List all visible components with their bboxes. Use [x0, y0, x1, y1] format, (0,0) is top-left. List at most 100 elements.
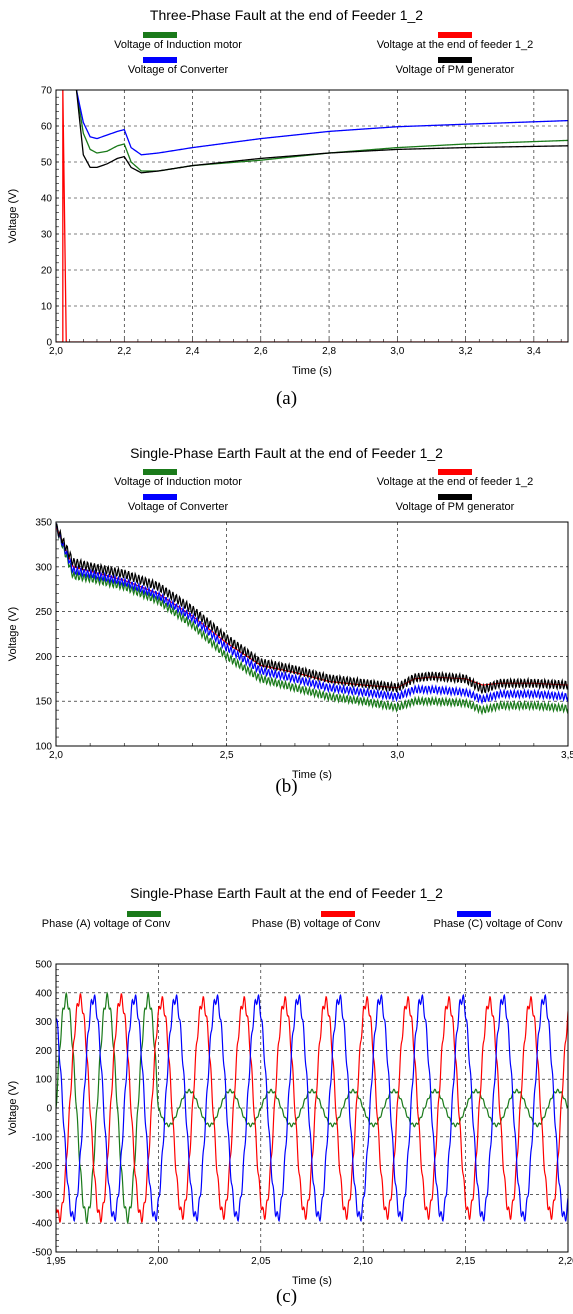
- x-tick-label: 3,2: [459, 346, 473, 357]
- x-tick-label: 2,20: [558, 1256, 573, 1267]
- legend-entry: Phase (A) voltage of Conv: [42, 918, 171, 930]
- legend-swatch: [457, 911, 491, 917]
- plot-frame: [55, 963, 569, 1253]
- legend-entry: Voltage of Converter: [128, 64, 229, 76]
- x-tick-label: 2,15: [456, 1256, 476, 1267]
- y-tick-label: 150: [35, 697, 52, 708]
- legend-swatch: [143, 57, 177, 63]
- y-tick-label: 100: [35, 742, 52, 753]
- panel-a: Three-Phase Fault at the end of Feeder 1…: [0, 0, 573, 440]
- x-tick-label: 2,05: [251, 1256, 271, 1267]
- legend-swatch: [438, 57, 472, 63]
- series-line: [56, 993, 568, 1223]
- legend-swatch: [143, 494, 177, 500]
- legend-swatch: [321, 911, 355, 917]
- chart-b: Single-Phase Earth Fault at the end of F…: [7, 445, 573, 797]
- series-line: [56, 523, 568, 716]
- y-tick-label: -100: [32, 1132, 52, 1143]
- series-line: [56, 522, 568, 705]
- panel-b: Single-Phase Earth Fault at the end of F…: [0, 440, 573, 880]
- figure-caption: (b): [275, 776, 297, 797]
- plot-area: [56, 522, 568, 716]
- y-tick-label: 350: [35, 518, 52, 529]
- legend-entry: Voltage at the end of feeder 1_2: [377, 476, 534, 488]
- y-tick-label: 300: [35, 562, 52, 573]
- series-line: [56, 991, 568, 1225]
- legend-swatch: [127, 911, 161, 917]
- y-tick-label: 300: [35, 1017, 52, 1028]
- plot-area: [56, 90, 568, 342]
- y-tick-label: 10: [41, 302, 53, 313]
- y-tick-label: 40: [41, 194, 53, 205]
- figure-caption: (c): [276, 1286, 297, 1307]
- legend-entry: Voltage at the end of feeder 1_2: [377, 39, 534, 51]
- legend-swatch: [438, 494, 472, 500]
- legend-swatch: [438, 469, 472, 475]
- grid: [56, 522, 568, 746]
- x-axis-label: Time (s): [292, 1275, 332, 1287]
- x-tick-label: 2,00: [149, 1256, 169, 1267]
- grid: [56, 90, 568, 342]
- y-tick-label: 50: [41, 158, 53, 169]
- x-tick-label: 1,95: [46, 1256, 66, 1267]
- y-tick-label: 20: [41, 266, 53, 277]
- chart-title: Single-Phase Earth Fault at the end of F…: [130, 445, 443, 461]
- x-tick-label: 2,0: [49, 346, 63, 357]
- y-axis-label: Voltage (V): [7, 1081, 19, 1135]
- x-axis-label: Time (s): [292, 365, 332, 377]
- y-axis-label: Voltage (V): [7, 607, 19, 661]
- chart-title: Three-Phase Fault at the end of Feeder 1…: [150, 7, 423, 23]
- x-tick-label: 3,0: [390, 750, 404, 761]
- plot-frame: [55, 521, 569, 747]
- plot-area: [56, 991, 568, 1225]
- y-tick-label: -500: [32, 1248, 52, 1259]
- chart-c: Single-Phase Earth Fault at the end of F…: [7, 885, 573, 1307]
- y-tick-label: 250: [35, 607, 52, 618]
- x-tick-label: 2,0: [49, 750, 63, 761]
- legend-entry: Voltage of PM generator: [396, 501, 515, 513]
- x-tick-label: 3,4: [527, 346, 541, 357]
- y-tick-label: 100: [35, 1075, 52, 1086]
- y-tick-label: 70: [41, 86, 53, 97]
- legend-entry: Voltage of Induction motor: [114, 39, 242, 51]
- y-tick-label: 0: [46, 338, 52, 349]
- y-tick-label: 30: [41, 230, 53, 241]
- y-tick-label: -200: [32, 1161, 52, 1172]
- figure-caption: (a): [276, 388, 297, 409]
- y-tick-label: 400: [35, 988, 52, 999]
- y-tick-label: -300: [32, 1190, 52, 1201]
- legend-entry: Voltage of PM generator: [396, 64, 515, 76]
- legend-swatch: [143, 469, 177, 475]
- series-line: [75, 90, 568, 156]
- x-tick-label: 2,6: [254, 346, 268, 357]
- x-tick-label: 2,4: [186, 346, 200, 357]
- x-tick-label: 2,5: [220, 750, 234, 761]
- x-tick-label: 2,10: [353, 1256, 373, 1267]
- plot-frame: [55, 89, 569, 343]
- y-tick-label: 200: [35, 1046, 52, 1057]
- y-tick-label: -400: [32, 1219, 52, 1230]
- x-axis-label: Time (s): [292, 769, 332, 781]
- panel-c: Single-Phase Earth Fault at the end of F…: [0, 880, 573, 1314]
- series-line: [56, 523, 568, 694]
- y-tick-label: 0: [46, 1104, 52, 1115]
- x-tick-label: 3,0: [390, 346, 404, 357]
- legend-entry: Phase (B) voltage of Conv: [252, 918, 381, 930]
- legend-entry: Voltage of Induction motor: [114, 476, 242, 488]
- y-tick-label: 500: [35, 960, 52, 971]
- x-tick-label: 2,2: [117, 346, 131, 357]
- legend-entry: Voltage of Converter: [128, 501, 229, 513]
- series-line: [75, 90, 568, 172]
- y-axis-label: Voltage (V): [7, 189, 19, 243]
- y-tick-label: 60: [41, 122, 53, 133]
- x-tick-label: 2,8: [322, 346, 336, 357]
- chart-title: Single-Phase Earth Fault at the end of F…: [130, 885, 443, 901]
- series-line: [56, 90, 568, 342]
- legend-swatch: [438, 32, 472, 38]
- chart-a: Three-Phase Fault at the end of Feeder 1…: [7, 7, 569, 409]
- series-line: [56, 526, 568, 689]
- legend-entry: Phase (C) voltage of Conv: [433, 918, 563, 930]
- x-tick-label: 3,5: [561, 750, 573, 761]
- legend-swatch: [143, 32, 177, 38]
- series-line: [75, 90, 568, 174]
